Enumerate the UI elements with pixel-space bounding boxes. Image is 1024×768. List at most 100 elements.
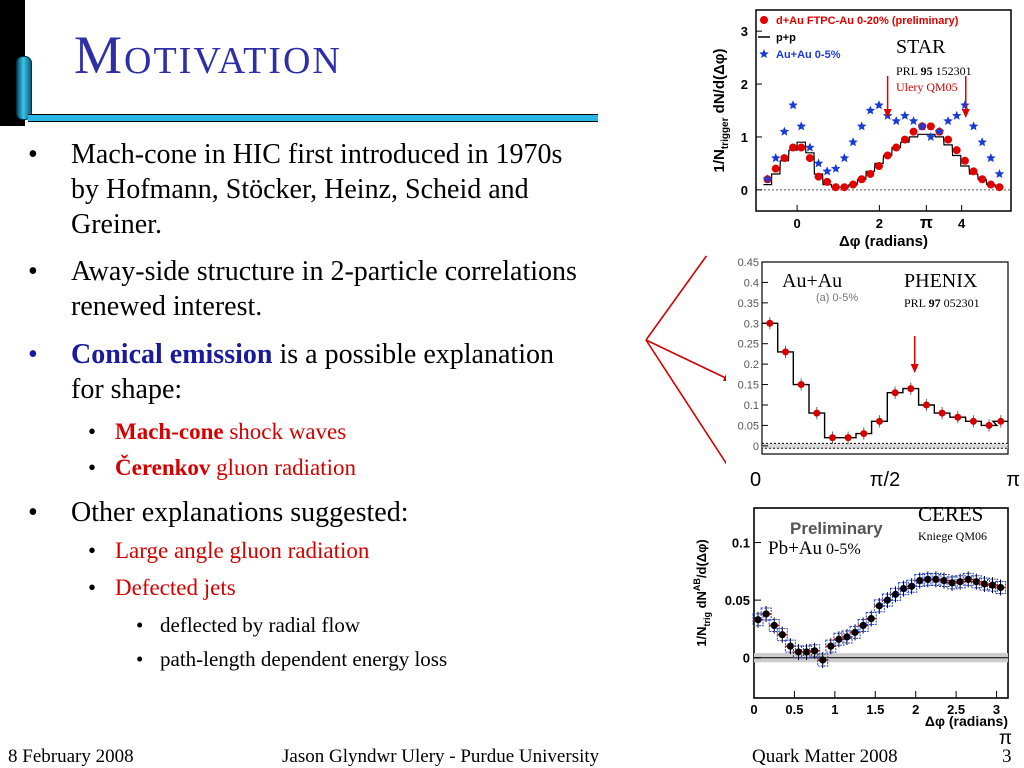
sub-bullet-emphasis: Mach-cone [115,419,224,444]
sub-bullet-text: Defected jets [115,575,236,600]
ceres-x-end-label: π [999,728,1012,744]
star-point-auau [874,100,884,110]
blue-capsule-decoration [16,56,32,120]
bullet-text: Other explanations suggested: [71,497,409,528]
bullet-rest: is a possible explanation for shape: [71,339,554,405]
phenix-series-step-line [762,322,1008,439]
ceres-system: Pb+Au 0-5% [768,538,861,559]
ceres-point [908,582,916,590]
sub-bullet-rest: shock waves [223,419,347,444]
phenix-system: Au+Au [782,270,843,292]
sub-bullet-emphasis: Čerenkov [115,455,211,480]
bullet-dot: • [28,139,38,170]
bullet-dot: • [88,419,97,444]
ceres-label: CERES [918,502,984,526]
star-label: STAR [896,36,946,58]
star-y-tick-label: 1 [741,130,748,145]
star-point-dau [978,175,987,184]
ceres-x-tick-label: 1 [831,702,838,717]
bullet-dot: • [28,256,38,287]
star-point-auau [934,126,945,136]
bullet-dot: • [136,613,144,637]
star-point-auau [865,105,876,115]
phenix-point [781,348,789,356]
footer-page-number: 3 [1002,746,1012,767]
phenix-y-tick-label: 0.15 [738,380,759,392]
bullet-text: Mach-cone in HIC first introduced in 197… [71,139,563,240]
ceres-y-axis-label: 1/Ntrig dNAB/d(Δφ) [692,539,712,647]
ceres-point [948,579,956,587]
star-point-dau [883,151,892,160]
phenix-x-tick-label: π/2 [870,469,900,491]
star-x-tick-label: 2 [876,216,883,231]
ceres-point [843,633,851,641]
footer-date: 8 February 2008 [8,746,134,767]
star-legend-marker-circle [760,16,768,24]
star-point-dau [831,183,840,192]
phenix-point [797,381,805,389]
footer-conference: Quark Matter 2008 [752,746,898,767]
star-legend-label: d+Au FTPC-Au 0-20% (preliminary) [776,15,959,27]
bullet-dot: • [88,455,97,480]
star-reference: PRL 95 152301 [896,64,972,78]
star-point-dau [874,162,883,171]
star-point-auau [831,163,841,173]
star-point-auau [839,153,850,163]
ceres-point [762,610,770,618]
sub-sub-bullet-radial-flow: • deflected by radial flow [136,611,360,639]
ceres-x-tick-label: 3 [993,702,1000,717]
ceres-x-tick-label: 1.5 [866,702,884,717]
star-y-axis-label: 1/Ntrigger dN/d(Δφ) [711,48,731,172]
sub-sub-bullet-text: path-length dependent energy loss [160,647,448,671]
star-point-dau [797,143,806,152]
phenix-plot: 0 0.05 0.1 0.15 0.2 0.25 0.3 0.35 0.4 0.45 0 π/2 π A… [726,254,1022,494]
star-y-tick-label: 3 [741,24,748,39]
star-point-dau [780,154,789,163]
ceres-point [770,621,778,630]
star-legend-marker-star [759,49,769,58]
ceres-y-tick-label: 0 [743,651,750,666]
star-point-dau [840,183,849,192]
star-point-dau [771,164,780,173]
ceres-point [835,635,843,643]
star-point-dau [926,122,935,131]
phenix-point [922,401,930,409]
phenix-axes-frame [761,261,1009,455]
star-plot: 0 1 2 3 0 2 π 4 Δφ (radians) 1/Ntrigger dN/d(Δφ) d… [706,6,1018,256]
star-point-auau [891,116,901,126]
ceres-point [924,575,932,583]
ceres-point [988,581,997,589]
star-point-dau [995,183,1004,192]
bullet-emphasis: Conical emission [71,339,273,370]
ceres-point [827,642,835,650]
sub-bullet-large-angle: • Large angle gluon radiation [88,536,369,566]
ceres-x-tick-label: 0.5 [785,702,803,717]
phenix-y-tick-label: 0.1 [744,400,759,412]
star-point-dau [944,135,953,144]
star-point-dau [892,143,901,152]
ceres-point [980,580,989,588]
star-point-dau [960,156,969,165]
phenix-point [891,389,899,397]
ceres-point [754,616,762,624]
slide-title: Motivation [74,25,342,85]
ceres-point [916,576,924,585]
ceres-point [819,656,827,664]
star-point-dau [849,180,858,189]
ceres-point [794,648,803,656]
ceres-point [932,575,940,583]
star-point-auau [900,110,910,120]
phenix-point [985,421,993,429]
star-point-auau [796,121,806,131]
phenix-point [828,434,836,442]
star-point-auau [805,142,815,152]
ceres-point [972,578,980,586]
ceres-point [859,621,867,630]
star-point-auau [771,153,781,163]
footer-author: Jason Glyndwr Ulery - Purdue University [282,746,600,767]
bullet-dot: • [88,575,97,600]
phenix-y-tick-label: 0.4 [744,277,759,289]
ceres-point [778,631,786,639]
ceres-preliminary-header: Preliminary [790,519,883,538]
star-point-dau [866,169,875,178]
